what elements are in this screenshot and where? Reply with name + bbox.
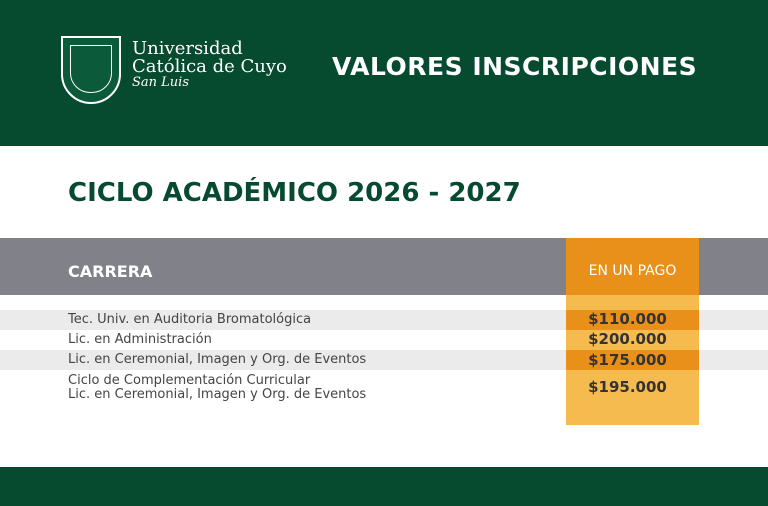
table-row-carrera: Tec. Univ. en Auditoria Bromatológica [68, 312, 312, 327]
table-row-price: $110.000 [588, 310, 667, 328]
university-line1: Universidad [132, 38, 243, 59]
university-logo [61, 36, 121, 104]
header-banner [0, 0, 768, 146]
academic-cycle: CICLO ACADÉMICO 2026 - 2027 [68, 178, 521, 208]
university-campus: San Luis [132, 75, 189, 90]
table-row-carrera: Lic. en Ceremonial, Imagen y Org. de Eve… [68, 352, 367, 367]
column-carrera: CARRERA [68, 262, 153, 281]
page-title: VALORES INSCRIPCIONES [332, 52, 698, 81]
table-row-carrera: Lic. en Administración [68, 332, 212, 347]
table-row-carrera-line2: Lic. en Ceremonial, Imagen y Org. de Eve… [68, 387, 367, 402]
university-name: Universidad Católica de Cuyo San Luis [132, 40, 287, 90]
price-stripe [566, 350, 699, 370]
table-row-price: $200.000 [588, 330, 667, 348]
table-row-price: $175.000 [588, 351, 667, 369]
table-row-price: $195.000 [588, 378, 667, 396]
footer-banner [0, 467, 768, 506]
price-stripe [566, 310, 699, 330]
table-row-carrera: Ciclo de Complementación Curricular [68, 373, 311, 388]
university-line2: Católica de Cuyo [132, 56, 287, 77]
column-en-un-pago: EN UN PAGO [566, 238, 699, 295]
